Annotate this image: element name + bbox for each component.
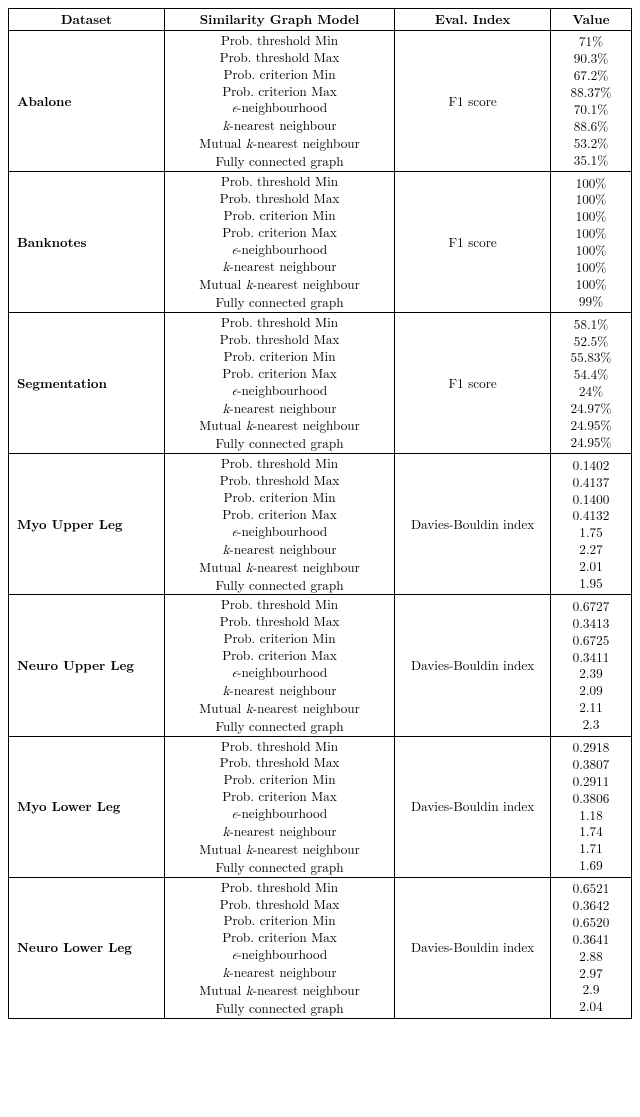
value-cell: 35.1% <box>551 152 631 169</box>
value-cell: 99% <box>551 293 631 310</box>
models-cell: Prob. threshold Min Prob. threshold Max … <box>164 30 395 171</box>
values-cell-wrap: 0.14020.41370.14000.41321.752.272.011.95 <box>551 454 632 595</box>
index-cell: Davies-Bouldin index <box>395 736 551 877</box>
models-cell: Prob. threshold Min Prob. threshold Max … <box>164 595 395 736</box>
model-label: Prob. threshold Min <box>165 879 395 896</box>
dataset-cell: Segmentation <box>9 313 165 454</box>
model-label: Fully connected graph <box>165 294 395 311</box>
index-cell: F1 score <box>395 313 551 454</box>
models-cell: Prob. threshold Min Prob. threshold Max … <box>164 877 395 1018</box>
results-table: Dataset Similarity Graph Model Eval. Ind… <box>8 8 632 1019</box>
value-cell: 24.95% <box>551 434 631 451</box>
model-label: Fully connected graph <box>165 1000 395 1017</box>
dataset-cell: Myo Lower Leg <box>9 736 165 877</box>
model-label: Mutual k-nearest neighbour <box>165 559 395 577</box>
model-label: Fully connected graph <box>165 718 395 735</box>
col-header-model: Similarity Graph Model <box>164 9 395 31</box>
dataset-cell: Myo Upper Leg <box>9 454 165 595</box>
index-cell: Davies-Bouldin index <box>395 595 551 736</box>
index-cell: Davies-Bouldin index <box>395 877 551 1018</box>
model-label: k-nearest neighbour <box>165 541 395 559</box>
dataset-cell: Banknotes <box>9 172 165 313</box>
value-cell: 2.04 <box>551 998 631 1015</box>
value-cell: 2.3 <box>551 716 631 733</box>
model-label: Mutual k-nearest neighbour <box>165 700 395 718</box>
table-row: Abalone Prob. threshold Min Prob. thresh… <box>9 30 632 171</box>
models-cell: Prob. threshold Min Prob. threshold Max … <box>164 454 395 595</box>
values-cell-wrap: 100%100%100%100%100%100%100%99% <box>551 172 632 313</box>
value-cell: 1.69 <box>551 857 631 874</box>
table-row: Myo Lower Leg Prob. threshold Min Prob. … <box>9 736 632 877</box>
models-cell: Prob. threshold Min Prob. threshold Max … <box>164 313 395 454</box>
model-label: Fully connected graph <box>165 577 395 594</box>
models-cell: Prob. threshold Min Prob. threshold Max … <box>164 736 395 877</box>
index-cell: F1 score <box>395 30 551 171</box>
col-header-value: Value <box>551 9 632 31</box>
values-cell-wrap: 71%90.3%67.2%88.37%70.1%88.6%53.2%35.1% <box>551 30 632 171</box>
table-body: Abalone Prob. threshold Min Prob. thresh… <box>9 30 632 1018</box>
values-cell-wrap: 0.67270.34130.67250.34112.392.092.112.3 <box>551 595 632 736</box>
col-header-dataset: Dataset <box>9 9 165 31</box>
values-cell-wrap: 0.29180.38070.29110.38061.181.741.711.69 <box>551 736 632 877</box>
models-cell: Prob. threshold Min Prob. threshold Max … <box>164 172 395 313</box>
model-label: Fully connected graph <box>165 435 395 452</box>
value-cell: 0.4137 <box>551 474 631 491</box>
table-row: Neuro Lower Leg Prob. threshold Min Prob… <box>9 877 632 1018</box>
value-cell: 58.1% <box>551 316 631 333</box>
values-cell-wrap: 58.1%52.5%55.83%54.4%24%24.97%24.95%24.9… <box>551 313 632 454</box>
table-row: Segmentation Prob. threshold Min Prob. t… <box>9 313 632 454</box>
model-label: Fully connected graph <box>165 153 395 170</box>
values-cell-wrap: 0.65210.36420.65200.36412.882.972.92.04 <box>551 877 632 1018</box>
table-row: Neuro Upper Leg Prob. threshold Min Prob… <box>9 595 632 736</box>
table-row: Myo Upper Leg Prob. threshold Min Prob. … <box>9 454 632 595</box>
table-row: Banknotes Prob. threshold Min Prob. thre… <box>9 172 632 313</box>
model-label: 𝜖-neighbourhood <box>165 382 395 400</box>
dataset-cell: Abalone <box>9 30 165 171</box>
dataset-cell: Neuro Lower Leg <box>9 877 165 1018</box>
col-header-index: Eval. Index <box>395 9 551 31</box>
value-cell: 1.95 <box>551 575 631 592</box>
index-cell: Davies-Bouldin index <box>395 454 551 595</box>
dataset-cell: Neuro Upper Leg <box>9 595 165 736</box>
index-cell: F1 score <box>395 172 551 313</box>
header-row: Dataset Similarity Graph Model Eval. Ind… <box>9 9 632 31</box>
model-label: Fully connected graph <box>165 859 395 876</box>
